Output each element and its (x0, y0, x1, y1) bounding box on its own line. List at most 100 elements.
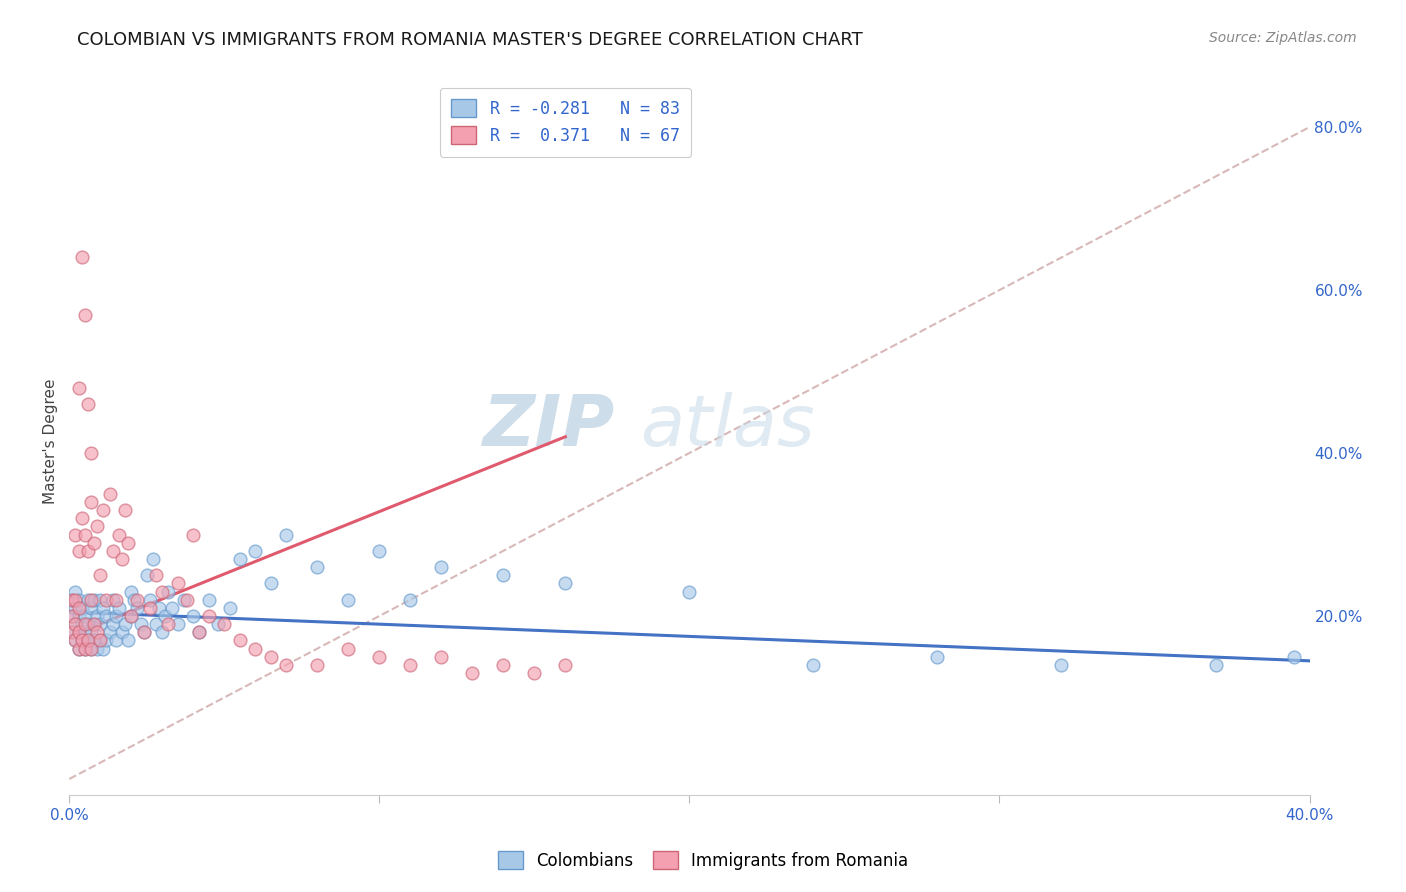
Point (70, 633, 93, 648)
Point (83, 617, 105, 632)
Point (65, 617, 87, 632)
Point (1205, 657, 1227, 672)
Point (803, 657, 825, 672)
Point (70, 251, 93, 265)
Point (101, 617, 124, 632)
Point (129, 617, 152, 632)
Point (83, 633, 105, 648)
Point (155, 609, 177, 624)
Point (89, 617, 111, 632)
Legend: Colombians, Immigrants from Romania: Colombians, Immigrants from Romania (491, 845, 915, 877)
Point (73, 617, 96, 632)
Point (160, 600, 183, 615)
Point (96, 592, 118, 607)
Point (197, 592, 219, 607)
Point (83, 617, 105, 632)
Point (67, 641, 90, 656)
Point (67, 544, 90, 558)
Point (67, 625, 90, 640)
Point (678, 584, 700, 599)
Point (145, 617, 167, 632)
Point (188, 625, 211, 640)
Point (461, 666, 484, 681)
Point (176, 592, 198, 607)
Point (927, 649, 949, 664)
Point (86, 519, 108, 533)
Point (89, 592, 111, 607)
Point (60, 592, 83, 607)
Point (89, 633, 111, 648)
Point (207, 617, 229, 632)
Point (101, 592, 124, 607)
Point (1050, 657, 1073, 672)
Point (145, 568, 167, 582)
Point (101, 544, 124, 558)
Point (67, 625, 90, 640)
Point (89, 633, 111, 648)
Point (399, 657, 422, 672)
Point (117, 633, 139, 648)
Point (337, 592, 360, 607)
Text: COLOMBIAN VS IMMIGRANTS FROM ROMANIA MASTER'S DEGREE CORRELATION CHART: COLOMBIAN VS IMMIGRANTS FROM ROMANIA MAS… (77, 31, 863, 49)
Point (117, 535, 139, 549)
Point (108, 600, 131, 615)
Y-axis label: Master's Degree: Master's Degree (44, 378, 58, 504)
Point (181, 609, 204, 624)
Point (67, 609, 90, 624)
Point (80, 446, 103, 460)
Point (86, 609, 108, 624)
Point (73, 527, 96, 541)
Point (73, 308, 96, 322)
Point (60, 625, 83, 640)
Point (65, 527, 87, 541)
Point (173, 592, 195, 607)
Point (104, 609, 127, 624)
Point (166, 576, 188, 591)
Point (80, 641, 103, 656)
Point (554, 576, 576, 591)
Point (65, 633, 87, 648)
Point (70, 600, 93, 615)
Point (60, 609, 83, 624)
Point (91, 600, 114, 615)
Point (307, 560, 329, 574)
Point (127, 600, 149, 615)
Point (80, 641, 103, 656)
Point (76, 544, 98, 558)
Point (65, 633, 87, 648)
Legend: R = -0.281   N = 83, R =  0.371   N = 67: R = -0.281 N = 83, R = 0.371 N = 67 (440, 87, 692, 157)
Point (124, 592, 146, 607)
Point (181, 527, 204, 541)
Point (142, 552, 165, 566)
Point (276, 527, 298, 541)
Point (91, 503, 114, 517)
Point (76, 633, 98, 648)
Point (60, 609, 83, 624)
Point (127, 592, 149, 607)
Point (76, 617, 98, 632)
Text: ZIP: ZIP (482, 392, 614, 461)
Point (245, 544, 267, 558)
Point (197, 609, 219, 624)
Point (89, 568, 111, 582)
Text: atlas: atlas (640, 392, 814, 461)
Point (70, 617, 93, 632)
Point (148, 600, 170, 615)
Point (337, 641, 360, 656)
Point (260, 649, 283, 664)
Point (554, 657, 576, 672)
Point (1282, 649, 1305, 664)
Point (60, 625, 83, 640)
Point (245, 641, 267, 656)
Point (76, 633, 98, 648)
Point (139, 592, 162, 607)
Point (307, 657, 329, 672)
Point (80, 600, 103, 615)
Point (86, 625, 108, 640)
Point (73, 641, 96, 656)
Text: Source: ZipAtlas.com: Source: ZipAtlas.com (1209, 31, 1357, 45)
Point (96, 609, 118, 624)
Point (135, 568, 157, 582)
Point (60, 592, 83, 607)
Point (73, 625, 96, 640)
